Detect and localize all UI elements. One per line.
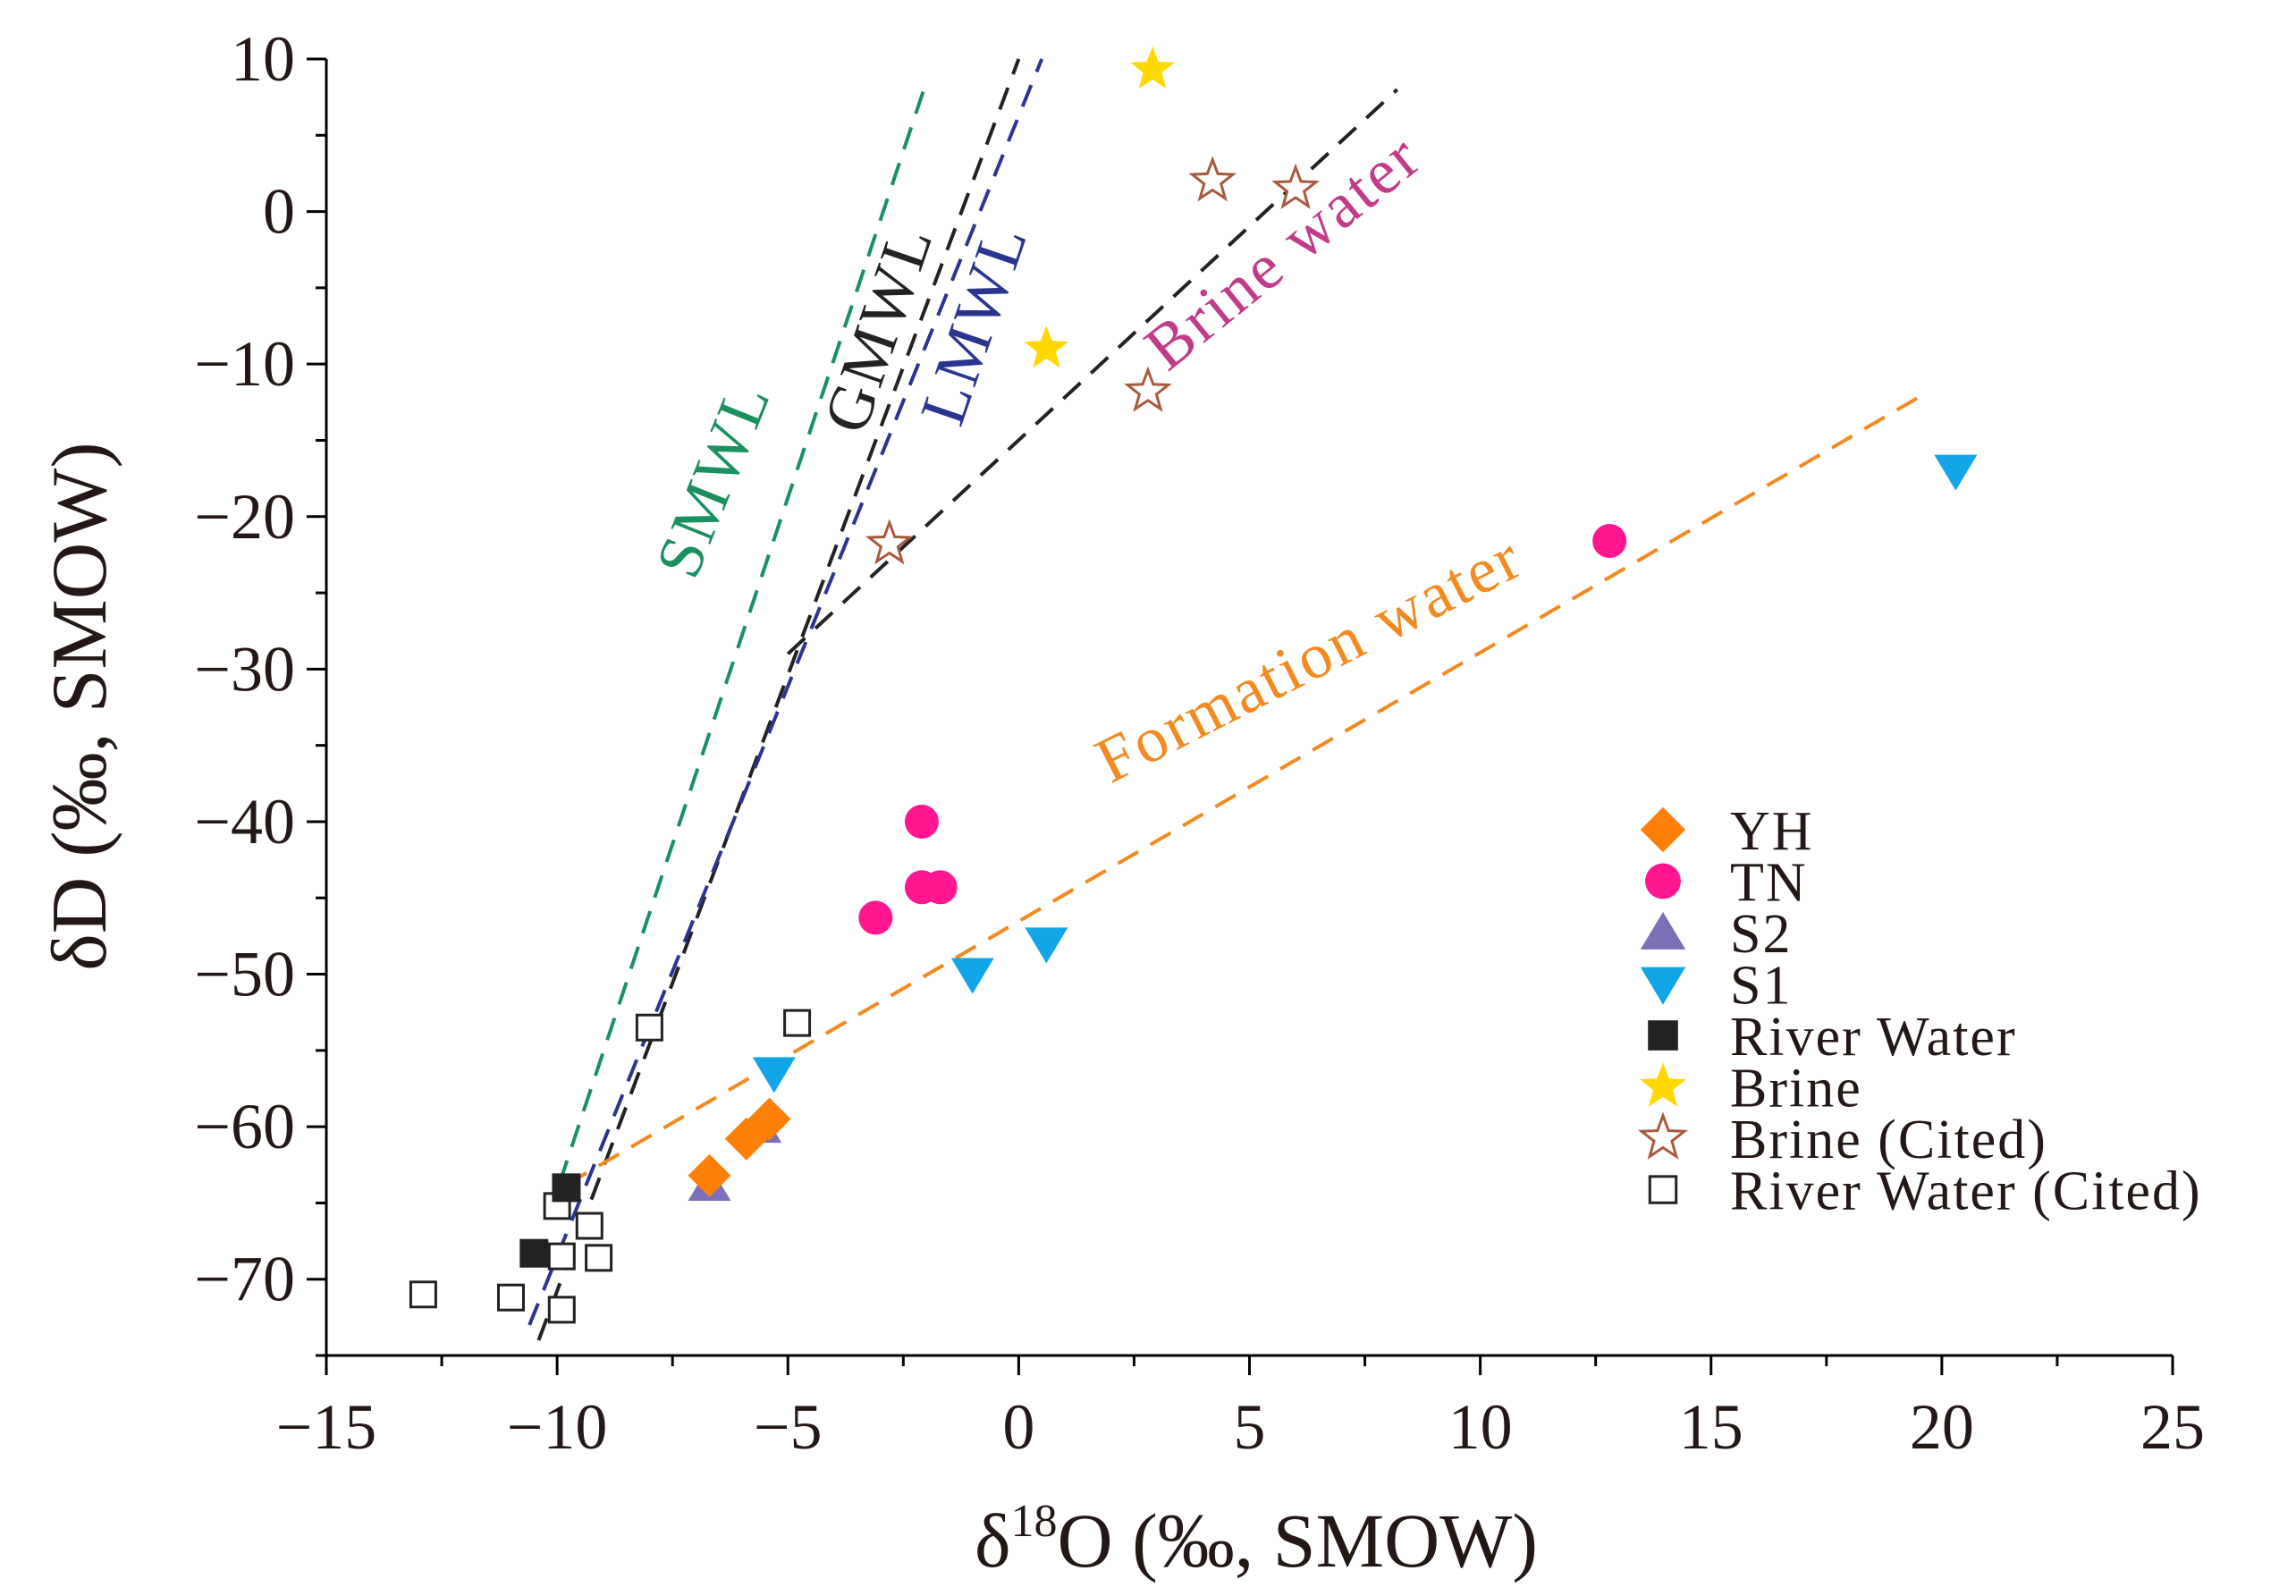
point-river-water-cited bbox=[409, 1280, 437, 1309]
point-river-water bbox=[519, 1238, 549, 1268]
label-smwl: SMWL bbox=[642, 371, 785, 587]
point-river-water bbox=[552, 1173, 581, 1203]
legend-marker-river-water bbox=[1648, 1020, 1678, 1051]
ref-line-smwl bbox=[545, 80, 929, 1220]
legend-marker-s2 bbox=[1640, 911, 1686, 950]
legend-marker-s1 bbox=[1640, 967, 1686, 1005]
y-tick-label: −10 bbox=[194, 328, 295, 400]
legend-label-tn: TN bbox=[1730, 853, 1808, 914]
point-brine-cited bbox=[865, 519, 914, 565]
point-s1 bbox=[1934, 454, 1978, 491]
point-tn bbox=[858, 900, 893, 935]
x-tick-label: 10 bbox=[1448, 1391, 1513, 1463]
point-tn bbox=[904, 804, 939, 839]
x-axis-label-superscript: 18 bbox=[1011, 1496, 1058, 1547]
point-s1 bbox=[1025, 927, 1068, 964]
point-tn bbox=[1592, 524, 1627, 559]
point-river-water-cited bbox=[547, 1242, 576, 1271]
y-tick-label: −70 bbox=[194, 1244, 295, 1315]
legend-marker-brine bbox=[1640, 1062, 1686, 1107]
legend-label-s2: S2 bbox=[1730, 904, 1792, 965]
legend-label-s1: S1 bbox=[1730, 956, 1792, 1017]
label-brine-water: Brine water bbox=[1132, 120, 1435, 384]
legend-label-brine: Brine bbox=[1730, 1059, 1862, 1119]
y-tick-label: −50 bbox=[194, 939, 295, 1010]
x-tick-label: 25 bbox=[2140, 1391, 2205, 1463]
y-tick-label: −30 bbox=[194, 633, 295, 705]
y-tick-label: −20 bbox=[194, 481, 295, 553]
x-tick-label: 20 bbox=[1910, 1391, 1974, 1463]
point-river-water-cited bbox=[783, 1009, 812, 1037]
legend-marker-yh bbox=[1640, 806, 1686, 853]
point-tn bbox=[923, 870, 958, 905]
point-brine-cited bbox=[1271, 163, 1321, 209]
point-s1 bbox=[752, 1057, 796, 1094]
legend-label-river-water-cited: River Water (Cited) bbox=[1730, 1161, 2202, 1222]
point-s1 bbox=[950, 958, 994, 994]
label-formation-water: Formation water bbox=[1085, 520, 1533, 797]
point-river-water-cited bbox=[635, 1013, 663, 1042]
legend-label-brine-cited: Brine (Cited) bbox=[1730, 1110, 2047, 1170]
x-tick-label: −5 bbox=[754, 1391, 823, 1463]
data-points bbox=[409, 46, 1978, 1324]
x-tick-label: 5 bbox=[1234, 1391, 1266, 1463]
point-brine-cited bbox=[1123, 366, 1172, 412]
point-river-water-cited bbox=[497, 1283, 525, 1312]
y-axis-label: δD (‰, SMOW) bbox=[37, 442, 123, 970]
x-axis-label-rest: O (‰, SMOW) bbox=[1058, 1498, 1538, 1583]
legend-marker-tn bbox=[1645, 863, 1681, 899]
point-river-water-cited bbox=[547, 1296, 576, 1324]
y-tick-label: 0 bbox=[263, 176, 295, 248]
x-axis-label: δ18O (‰, SMOW) bbox=[975, 1496, 1538, 1583]
point-brine-cited bbox=[1188, 156, 1237, 202]
point-river-water-cited bbox=[575, 1212, 604, 1240]
x-tick-label: 15 bbox=[1679, 1391, 1743, 1463]
y-tick-label: 10 bbox=[231, 23, 295, 95]
ticks: −15 −10 −5 0 5 10 15 20 25100−10−20−30−40−50−60−… bbox=[194, 23, 2205, 1463]
point-brine bbox=[1024, 325, 1069, 368]
point-yh bbox=[747, 1097, 791, 1141]
point-river-water-cited bbox=[585, 1244, 613, 1272]
y-tick-label: −40 bbox=[194, 786, 295, 857]
legend-marker-river-water-cited bbox=[1648, 1175, 1678, 1204]
y-tick-label: −60 bbox=[194, 1091, 295, 1162]
x-tick-label: −10 bbox=[507, 1391, 608, 1463]
ref-line-lmwl bbox=[528, 58, 1044, 1326]
point-brine bbox=[1130, 46, 1175, 89]
x-tick-label: 0 bbox=[1002, 1391, 1034, 1463]
legend-marker-brine-cited bbox=[1637, 1111, 1689, 1160]
legend-label-river-water: River Water bbox=[1730, 1007, 2017, 1068]
point-yh bbox=[688, 1153, 731, 1197]
ref-line-gmwl bbox=[536, 58, 1021, 1341]
x-axis-label-delta: δ bbox=[975, 1498, 1011, 1583]
legend-label-yh: YH bbox=[1730, 801, 1814, 862]
x-tick-label: −15 bbox=[276, 1391, 377, 1463]
